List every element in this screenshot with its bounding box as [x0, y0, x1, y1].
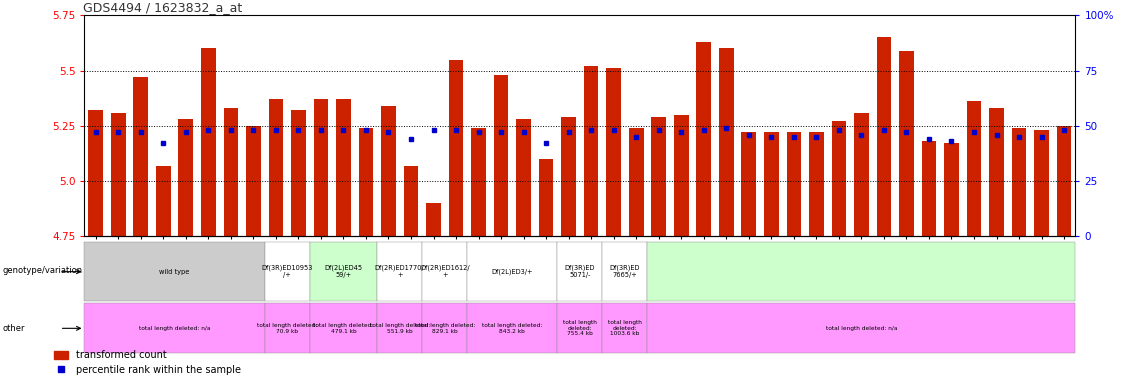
Text: Df(2L)ED3/+: Df(2L)ED3/+	[492, 268, 533, 275]
Text: total length deleted: n/a: total length deleted: n/a	[138, 326, 211, 331]
Bar	[652, 117, 667, 236]
Bar	[155, 166, 171, 236]
Bar	[629, 128, 644, 236]
Text: total length deleted:
479.1 kb: total length deleted: 479.1 kb	[313, 323, 374, 334]
Bar	[1034, 130, 1049, 236]
Text: GDS4494 / 1623832_a_at: GDS4494 / 1623832_a_at	[83, 1, 243, 14]
Text: genotype/variation: genotype/variation	[2, 266, 82, 275]
Bar	[602, 242, 647, 301]
Bar	[404, 166, 419, 236]
Bar	[422, 242, 467, 301]
Bar	[245, 126, 261, 236]
Bar	[467, 303, 557, 353]
Bar	[562, 117, 575, 236]
Text: Df(3R)ED
5071/-: Df(3R)ED 5071/-	[564, 265, 596, 278]
Bar	[84, 242, 265, 301]
Text: total length
deleted:
1003.6 kb: total length deleted: 1003.6 kb	[608, 320, 642, 336]
Bar	[584, 66, 599, 236]
Bar	[877, 37, 892, 236]
Bar	[696, 42, 712, 236]
Bar	[382, 106, 396, 236]
Bar	[854, 113, 868, 236]
Bar	[89, 110, 104, 236]
Bar	[606, 68, 622, 236]
Text: total length deleted:
829.1 kb: total length deleted: 829.1 kb	[414, 323, 475, 334]
Bar	[1011, 128, 1027, 236]
Bar	[422, 303, 467, 353]
Bar	[111, 113, 126, 236]
Bar	[647, 303, 1075, 353]
Bar	[268, 99, 284, 236]
Bar	[310, 303, 377, 353]
Text: Df(2R)ED1770/
+: Df(2R)ED1770/ +	[375, 265, 425, 278]
Bar	[494, 75, 509, 236]
Bar	[989, 108, 1003, 236]
Bar	[224, 108, 239, 236]
Bar	[202, 48, 216, 236]
Bar	[377, 242, 422, 301]
Bar	[647, 242, 1075, 301]
Bar	[517, 119, 531, 236]
Text: total length deleted: n/a: total length deleted: n/a	[825, 326, 897, 331]
Text: total length deleted:
843.2 kb: total length deleted: 843.2 kb	[482, 323, 543, 334]
Bar	[134, 77, 149, 236]
Text: Df(2R)ED1612/
+: Df(2R)ED1612/ +	[420, 265, 470, 278]
Bar	[763, 132, 778, 236]
Bar	[359, 128, 374, 236]
Bar	[720, 48, 734, 236]
Text: other: other	[2, 324, 25, 333]
Bar	[265, 242, 310, 301]
Bar	[449, 60, 464, 236]
Bar	[472, 128, 486, 236]
Text: total length deleted:
70.9 kb: total length deleted: 70.9 kb	[257, 323, 318, 334]
Bar	[787, 132, 802, 236]
Bar	[673, 115, 689, 236]
Text: Df(3R)ED10953
/+: Df(3R)ED10953 /+	[261, 265, 313, 278]
Bar	[944, 143, 958, 236]
Bar	[921, 141, 936, 236]
Bar	[539, 159, 554, 236]
Bar	[313, 99, 329, 236]
Text: wild type: wild type	[160, 269, 189, 275]
Bar	[741, 132, 757, 236]
Bar	[265, 303, 310, 353]
Bar	[966, 101, 981, 236]
Bar	[557, 303, 602, 353]
Bar	[377, 303, 422, 353]
Bar	[291, 110, 306, 236]
Bar	[1056, 126, 1071, 236]
Bar	[84, 303, 265, 353]
Bar	[310, 242, 377, 301]
Text: total length
deleted:
755.4 kb: total length deleted: 755.4 kb	[563, 320, 597, 336]
Bar	[467, 242, 557, 301]
Bar	[808, 132, 824, 236]
Text: total length deleted:
551.9 kb: total length deleted: 551.9 kb	[369, 323, 430, 334]
Bar	[831, 121, 847, 236]
Bar	[602, 303, 647, 353]
Legend: transformed count, percentile rank within the sample: transformed count, percentile rank withi…	[50, 346, 245, 379]
Text: Df(2L)ED45
59/+: Df(2L)ED45 59/+	[324, 265, 363, 278]
Bar	[337, 99, 351, 236]
Bar	[427, 203, 441, 236]
Text: Df(3R)ED
7665/+: Df(3R)ED 7665/+	[609, 265, 641, 278]
Bar	[557, 242, 602, 301]
Bar	[178, 119, 194, 236]
Bar	[899, 51, 914, 236]
